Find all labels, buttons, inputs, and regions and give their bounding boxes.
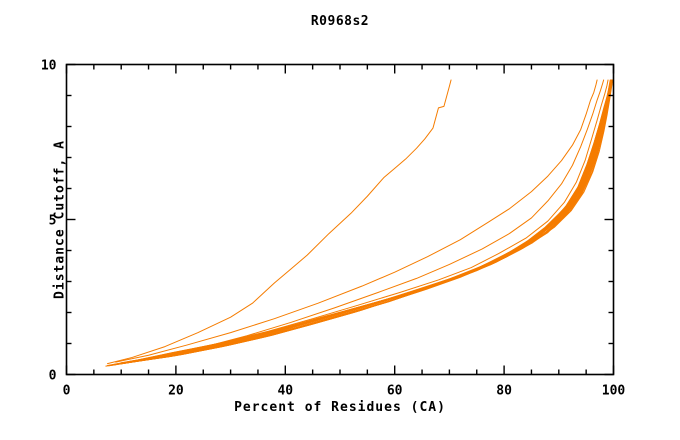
chart-title: R0968s2	[310, 14, 370, 29]
x-tick-label: 100	[602, 384, 626, 399]
x-tick-label: 20	[168, 384, 184, 399]
curve-model-07	[108, 79, 612, 367]
y-tick-group	[66, 63, 614, 376]
curve-model-25	[120, 79, 613, 365]
curve-model-26	[134, 79, 614, 362]
x-axis-label: Percent of Residues (CA)	[234, 400, 446, 415]
y-axis-label: Distance Cutoff, A	[52, 140, 68, 299]
curve-model-outlier-2	[115, 79, 598, 363]
curve-model-23	[127, 79, 614, 363]
curve-model-24	[111, 79, 612, 366]
y-tick-label: 10	[41, 59, 57, 74]
curve-model-21	[107, 79, 612, 367]
curve-model-18	[131, 79, 614, 362]
curve-model-outlier-1	[107, 79, 452, 365]
curve-model-17	[119, 79, 613, 365]
curve-model-22	[116, 79, 613, 365]
curve-model-28	[117, 79, 613, 365]
curve-model-10	[110, 79, 612, 366]
curve-model-12	[105, 79, 612, 367]
curve-model-13	[128, 79, 614, 363]
y-tick-label: 5	[49, 214, 57, 229]
curve-model-outlier-3	[120, 79, 605, 364]
curve-model-04	[109, 79, 609, 366]
curve-model-05	[112, 79, 611, 366]
x-tick-labels: 0 20 40 60 80 100	[63, 384, 626, 399]
x-tick-label: 0	[63, 384, 71, 399]
y-tick-label: 0	[49, 369, 57, 384]
y-tick-labels: 0 5 10	[41, 59, 57, 384]
x-tick-group	[65, 64, 615, 375]
x-tick-label: 60	[387, 384, 403, 399]
curve-model-08	[123, 79, 613, 364]
curve-model-15	[121, 79, 613, 365]
curve-model-20	[125, 79, 614, 364]
curve-model-06	[115, 79, 612, 365]
curve-group	[105, 79, 614, 367]
x-tick-label: 40	[277, 384, 293, 399]
curve-model-09	[126, 79, 613, 364]
curve-model-11	[117, 79, 613, 365]
curve-model-19	[113, 79, 612, 366]
x-tick-label: 80	[496, 384, 512, 399]
plot-frame	[65, 63, 615, 376]
curve-model-14	[114, 79, 612, 366]
curve-model-16	[107, 79, 612, 367]
curve-model-27	[109, 79, 612, 367]
